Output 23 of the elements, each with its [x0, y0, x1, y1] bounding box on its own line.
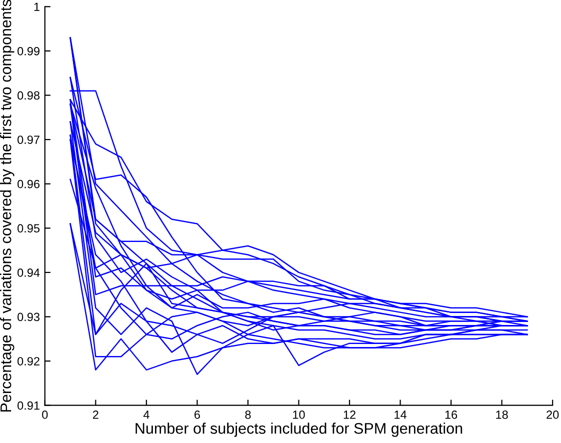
x-tick-label: 2 — [92, 410, 98, 419]
y-tick-label: 0.96 — [18, 180, 40, 188]
x-tick-label: 12 — [344, 410, 356, 419]
x-axis-title: Number of subjects included for SPM generation — [136, 422, 462, 437]
y-tick-label: 0.91 — [18, 401, 40, 410]
y-tick-label: 0.93 — [18, 312, 40, 322]
x-tick-label: 0 — [42, 410, 48, 419]
x-tick-label: 20 — [546, 410, 559, 419]
y-tick-label: 0.92 — [18, 357, 40, 366]
y-tick-label: 0.94 — [18, 268, 40, 277]
y-tick-label: 1 — [34, 2, 40, 11]
y-axis-title: Percentage of variations covered by the first two components — [0, 0, 14, 412]
x-tick-label: 16 — [445, 410, 458, 419]
x-tick-label: 6 — [194, 410, 200, 419]
y-tick-label: 0.95 — [18, 224, 40, 233]
x-tick-label: 8 — [245, 410, 251, 419]
y-tick-label: 0.98 — [18, 91, 40, 100]
x-tick-label: 14 — [394, 410, 406, 419]
x-tick-label: 4 — [143, 410, 150, 419]
y-tick-label: 0.97 — [18, 136, 40, 144]
x-tick-label: 18 — [496, 410, 508, 419]
x-tick-label: 10 — [293, 410, 305, 419]
y-tick-label: 0.99 — [18, 46, 40, 56]
